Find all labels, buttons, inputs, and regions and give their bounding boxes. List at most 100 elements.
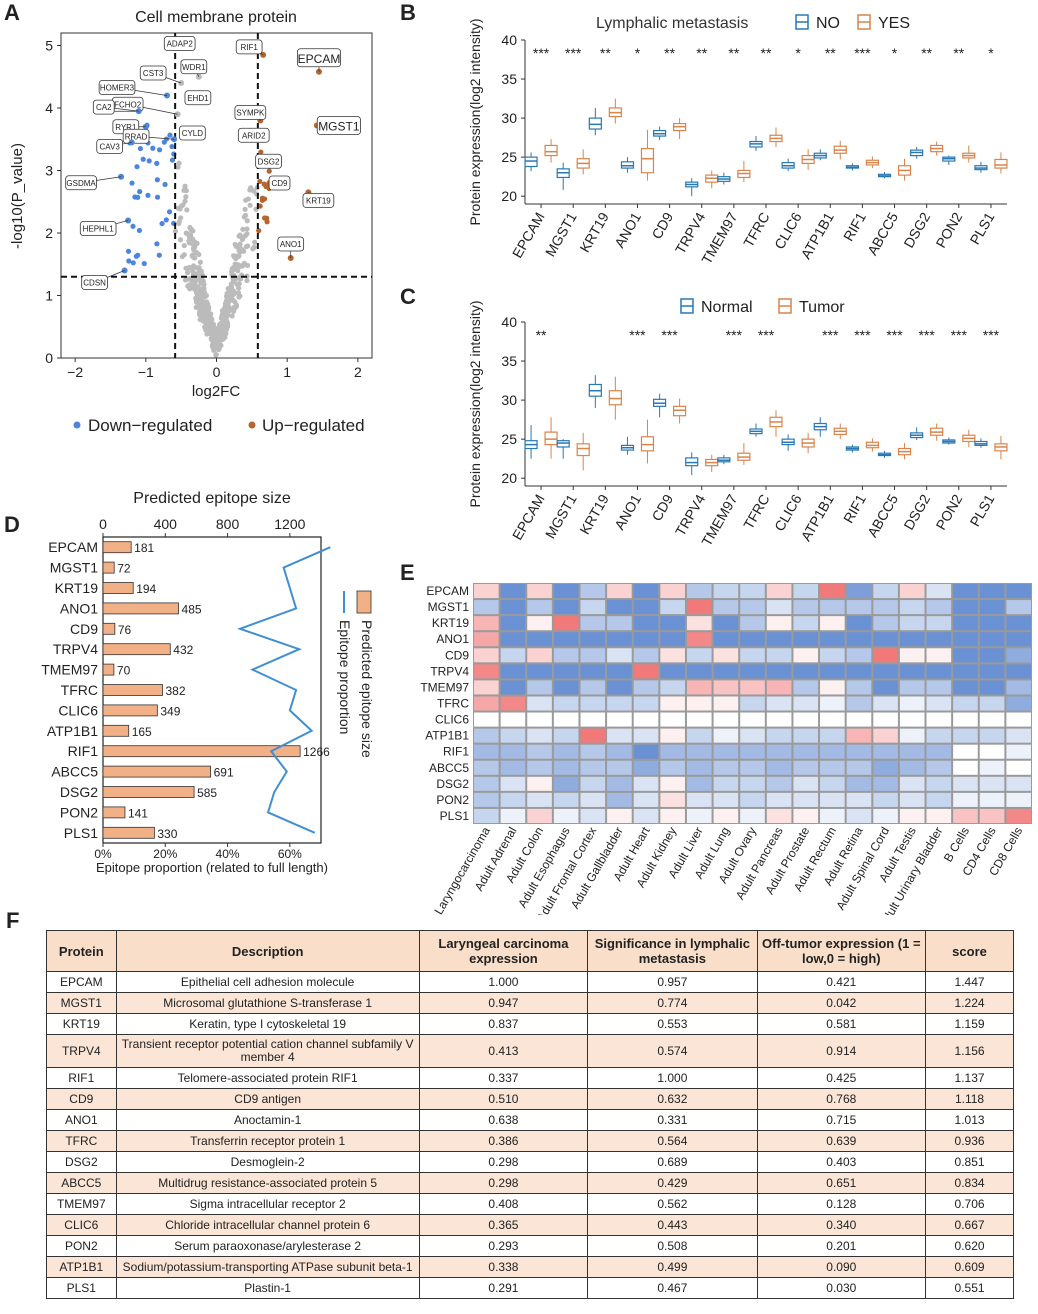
category-label: TFRC (740, 210, 773, 250)
heatmap-cell (553, 680, 579, 695)
heatmap-cell (926, 584, 952, 599)
table-cell: 0.638 (418, 1109, 589, 1131)
heatmap-cell (474, 680, 499, 695)
point-label: EHD1 (187, 94, 209, 103)
heatmap-cell (474, 600, 499, 615)
volcano-point-up (257, 178, 263, 185)
volcano-point (183, 194, 189, 200)
heatmap-cell (686, 632, 712, 647)
significance-mark: *** (758, 327, 775, 343)
heatmap-cell (740, 728, 765, 743)
epitope-bar (102, 806, 126, 819)
epitope-bar (102, 582, 134, 594)
box (576, 443, 590, 457)
bar-category-label: KRT19 (55, 580, 99, 596)
significance-mark: * (795, 45, 801, 61)
significance-mark: * (988, 45, 994, 61)
heatmap-cell (793, 648, 819, 663)
volcano-point (233, 303, 240, 309)
heatmap-cell (820, 584, 845, 599)
bar-top-title: Predicted epitope size (133, 490, 291, 507)
heatmap-cell (713, 712, 739, 727)
table-cell: 0.706 (925, 1193, 1014, 1215)
box (620, 161, 635, 169)
volcano-point-down (154, 177, 160, 183)
category-label: ABCC5 (864, 491, 901, 540)
box-y-label: Protein expression(log2 intensity) (467, 301, 483, 508)
volcano-point (235, 290, 242, 296)
table-cell: Keratin, type I cytoskeletal 19 (115, 1013, 420, 1035)
heatmap-cell (553, 648, 579, 663)
table-cell: TFRC (46, 1130, 117, 1152)
heatmap-cell (660, 744, 685, 759)
heatmap-cell (713, 664, 739, 679)
y-tick-label: 40 (501, 32, 517, 48)
heatmap-row-label: TRPV4 (430, 664, 469, 678)
volcano-point-down (146, 158, 152, 164)
heatmap-cell (607, 664, 632, 679)
volcano-point (232, 241, 238, 248)
volcano-point (244, 231, 250, 237)
volcano-point-down (156, 252, 162, 258)
heatmap-cell (633, 680, 659, 695)
heatmap-cell (873, 808, 898, 823)
volcano-point (229, 269, 235, 275)
volcano-point-down (169, 157, 176, 163)
heatmap-cell (953, 648, 978, 663)
y-tick-label: 3 (45, 163, 53, 179)
category-label: ANO1 (611, 209, 644, 250)
y-tick-label: 40 (501, 314, 517, 330)
heatmap-cell (660, 648, 685, 663)
heatmap-cell (820, 616, 845, 631)
heatmap-cell (686, 712, 712, 727)
top-tick-label: 1200 (274, 516, 305, 532)
heatmap-cell (686, 760, 712, 775)
heatmap-cell (527, 616, 552, 631)
heatmap-cell (926, 712, 952, 727)
table-cell: 0.340 (756, 1214, 927, 1236)
heatmap-cell (953, 600, 978, 615)
heatmap-row-label: ANO1 (436, 632, 469, 646)
category-label: ANO1 (611, 491, 644, 532)
heatmap-row-label: TMEM97 (420, 680, 469, 694)
heatmap-cell (580, 696, 606, 711)
heatmap-cell (820, 632, 845, 647)
volcano-point (194, 285, 201, 291)
bottom-tick-label: 20% (153, 847, 177, 861)
volcano-point (183, 230, 189, 236)
heatmap-cell (527, 712, 552, 727)
category-label: CD9 (648, 491, 676, 523)
significance-mark: ** (953, 45, 964, 61)
heatmap-cell (527, 600, 552, 615)
point-label: ANO1 (280, 240, 302, 249)
heatmap-cell (607, 616, 632, 631)
heatmap-cell (686, 584, 712, 599)
point-label: ADAP2 (167, 40, 194, 49)
table-row: MGST1 Microsomal glutathione S-transferas… (46, 992, 1014, 1014)
y-tick-label: 5 (45, 38, 53, 54)
heatmap-cell (899, 648, 925, 663)
volcano-point (251, 244, 257, 250)
heatmap-cell (633, 792, 659, 807)
heatmap-cell (474, 792, 499, 807)
heatmap-row-label: KRT19 (432, 616, 469, 630)
heatmap-cell (500, 728, 526, 743)
volcano-point-down (150, 145, 156, 151)
heatmap-cell (527, 680, 552, 695)
table-cell: 0.551 (925, 1277, 1014, 1299)
heatmap-cell (580, 632, 606, 647)
table-cell: 0.947 (418, 992, 589, 1014)
bottom-tick-label: 0% (94, 847, 112, 861)
volcano-point (175, 205, 181, 211)
heatmap-cell (899, 808, 925, 823)
bar-value-label: 691 (214, 766, 234, 780)
heatmap-row-label: PON2 (436, 793, 469, 807)
significance-mark: *** (886, 327, 903, 343)
heatmap-cell (580, 616, 606, 631)
heatmap-cell (580, 664, 606, 679)
heatmap-cell (713, 696, 739, 711)
heatmap-cell (500, 648, 526, 663)
heatmap-cell (766, 696, 792, 711)
bar-value-label: 349 (160, 704, 180, 718)
volcano-point (215, 329, 221, 336)
